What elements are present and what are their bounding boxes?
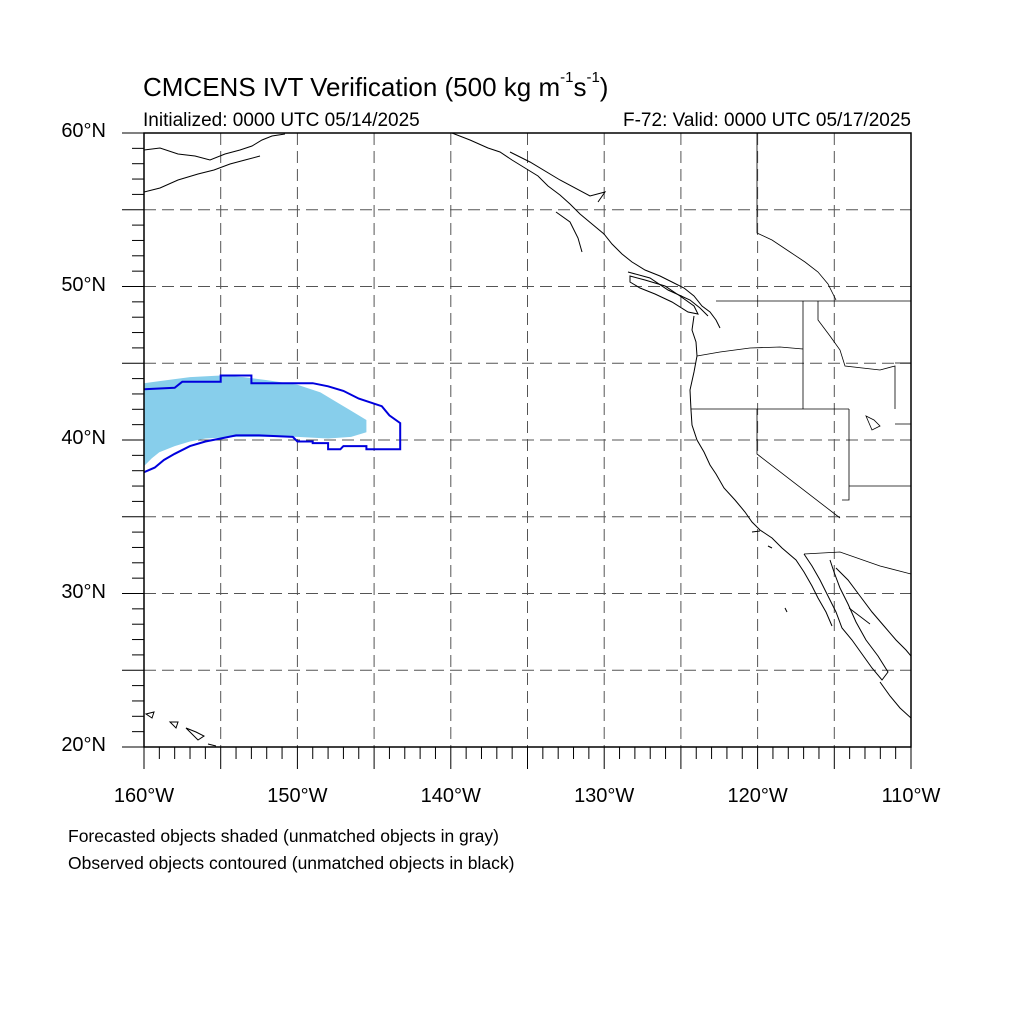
wa-or-border [696, 346, 804, 357]
hawaii-islands [144, 711, 217, 747]
sonora-border [848, 607, 871, 625]
us-mexico-border [803, 551, 911, 575]
initialized-subtitle: Initialized: 0000 UTC 05/14/2025 [143, 110, 420, 131]
lat-label: 40°N [61, 427, 106, 449]
coastline-us-west [689, 315, 833, 627]
coastlines [144, 133, 911, 747]
footer-forecast-note: Forecasted objects shaded (unmatched obj… [68, 826, 499, 846]
lon-label: 110°W [881, 785, 941, 807]
lat-label: 20°N [61, 734, 106, 756]
lon-label: 160°W [113, 785, 175, 807]
axis-ticks [122, 132, 912, 769]
lat-label: 30°N [61, 580, 106, 603]
lon-label: 130°W [574, 785, 635, 807]
coastline-northwest [451, 133, 721, 329]
forecast-object-shaded [144, 375, 367, 467]
coastline-mexico [835, 567, 911, 719]
lat-label: 50°N [61, 273, 106, 296]
graticule-grid [144, 133, 911, 747]
canada-province-border [756, 133, 837, 301]
political-boundaries [691, 133, 911, 625]
ca-nv-border [756, 409, 841, 519]
lon-label: 150°W [267, 785, 328, 807]
baja-california [803, 553, 889, 681]
lon-label: 120°W [727, 785, 788, 807]
channel-islands [751, 530, 788, 613]
valid-time-subtitle: F-72: Valid: 0000 UTC 05/17/2025 [623, 110, 911, 131]
alaska-coast [144, 133, 286, 193]
idaho-wyoming-border [895, 362, 911, 425]
lon-label: 140°W [420, 785, 481, 807]
map-title: CMCENS IVT Verification (500 kg m-1s-1) [143, 69, 609, 102]
observed-object-contour [144, 374, 402, 474]
great-salt-lake [865, 415, 881, 431]
footer-observed-note: Observed objects contoured (unmatched ob… [68, 853, 515, 873]
lat-label: 60°N [61, 120, 106, 142]
vancouver-island [629, 275, 699, 315]
idaho-montana-border [817, 301, 896, 409]
nv-ut-border [842, 409, 850, 501]
